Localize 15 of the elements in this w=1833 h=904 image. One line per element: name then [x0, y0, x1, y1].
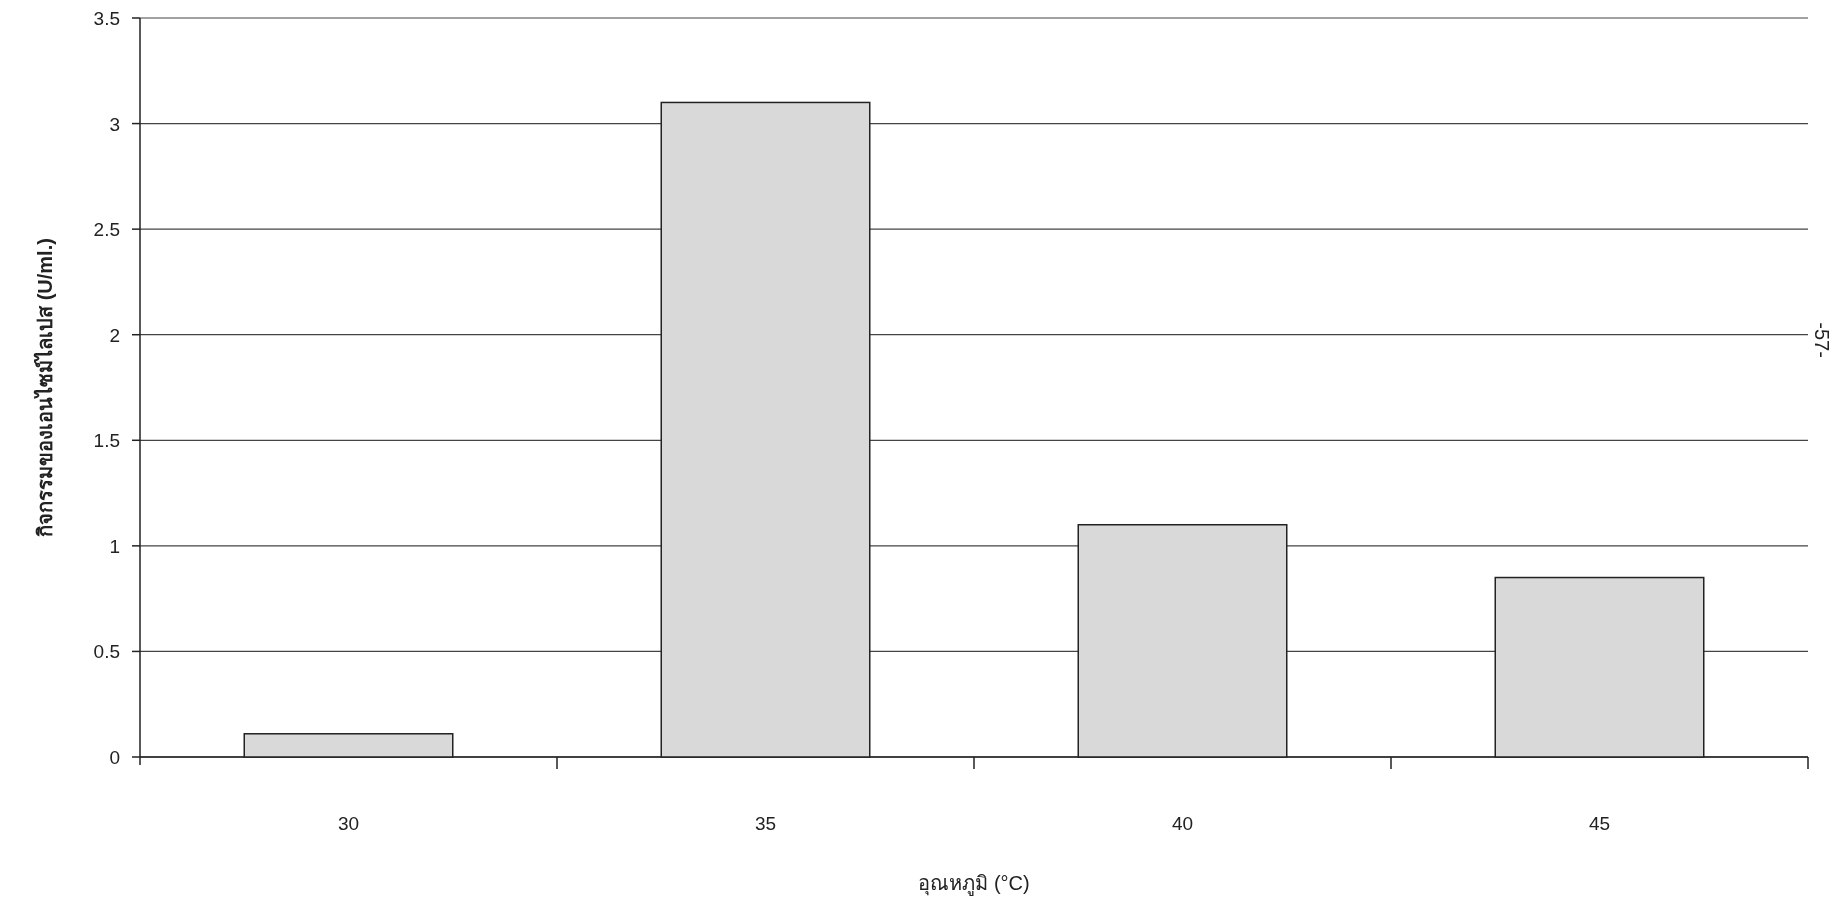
x-axis-title: อุณหภูมิ (°C): [918, 872, 1030, 896]
y-tick-label: 1: [109, 535, 120, 557]
x-tick-label: 40: [1171, 813, 1194, 834]
y-tick-label: 0: [109, 747, 120, 768]
y-tick-label: 0.5: [93, 641, 120, 663]
x-tick-label: 30: [337, 813, 360, 834]
y-tick-label: 1.5: [93, 430, 120, 452]
x-tick-label: 35: [754, 813, 777, 834]
y-tick-label: 3: [109, 113, 120, 135]
x-tick-label: 45: [1588, 813, 1611, 834]
y-axis-title: กิจกรรมของเอนไซม์ไลเปส (U/ml.): [33, 238, 56, 537]
y-tick-label: 2.5: [93, 219, 120, 241]
y-tick-label: 3.5: [93, 8, 120, 29]
y-tick-label: 2: [109, 324, 120, 346]
text: -57-: [1811, 322, 1833, 358]
